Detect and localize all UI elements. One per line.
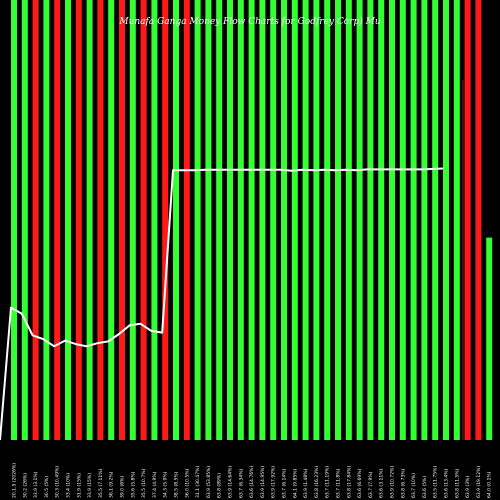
bar-40 — [443, 0, 449, 440]
x-tick-label-11: 35.6 (5.8%) — [130, 471, 136, 498]
bar-39 — [432, 0, 439, 440]
bar-26 — [291, 0, 298, 440]
x-tick-label-18: 63.9 (53.85%) — [206, 466, 212, 498]
bar-38 — [421, 0, 428, 440]
x-tick-label-21: 63.7 (6.34%) — [238, 468, 244, 498]
bar-14 — [162, 0, 169, 440]
bar-25 — [281, 0, 287, 440]
bar-33 — [367, 0, 374, 440]
x-tick-labels: 20.1.5 (2026%) 30.2 (26%) 33.9 (3.1%) 30.5 … — [12, 463, 493, 498]
x-tick-label-25: 63.7 (6.14%) — [282, 468, 288, 498]
x-tick-label-4: 30.3 (10.49%) — [55, 466, 61, 498]
x-tick-label-44: 64.0 (0.1%) — [487, 471, 493, 498]
bar-18 — [205, 0, 212, 440]
x-tick-label-20: 63.9 (14.64%) — [228, 466, 234, 498]
bars-layer — [11, 0, 493, 440]
bar-19 — [216, 0, 223, 440]
line-layer — [0, 167, 444, 441]
x-tick-label-14: 34.3 (5.9%) — [163, 471, 169, 498]
x-tick-label-43: 63.9 (19.12%) — [476, 466, 482, 498]
bar-29 — [324, 0, 331, 440]
x-tick-label-13: 37.4 (4.9%) — [152, 471, 158, 498]
x-tick-label-19: 63.8 (89%) — [217, 473, 223, 498]
x-tick-label-40: 63.6 (13.4%) — [444, 468, 450, 498]
bar-15 — [173, 0, 179, 440]
x-tick-label-31: 63.8 (17.84%) — [346, 466, 352, 498]
bar-31 — [345, 0, 352, 440]
bar-16 — [183, 0, 190, 440]
x-tick-label-0: 20.1.5 (2026%) — [12, 463, 18, 498]
x-tick-label-2: 33.9 (3.1%) — [33, 471, 39, 498]
x-tick-label-23: 63.9 (14.95%) — [260, 466, 266, 498]
bar-32 — [356, 0, 363, 440]
bar-28 — [313, 0, 320, 440]
bar-12 — [140, 0, 147, 440]
x-tick-label-28: 63.8 (16.23%) — [314, 466, 320, 498]
bar-6 — [75, 0, 82, 440]
bar-21 — [237, 0, 244, 440]
bar-8 — [97, 0, 104, 440]
x-tick-label-16: 36.0 (10.5%) — [184, 468, 190, 498]
bar-13 — [151, 0, 158, 440]
x-tick-label-1: 30.2 (26%) — [22, 473, 28, 498]
x-tick-label-10: 39.0 (6%) — [120, 476, 126, 498]
x-tick-label-5: 33.4 (10%) — [66, 473, 72, 498]
bar-7 — [86, 0, 93, 440]
bar-36 — [399, 0, 406, 440]
x-tick-label-35: 63.9 (10.72%) — [390, 466, 396, 498]
money-flow-line — [0, 167, 444, 441]
bar-43 — [475, 0, 482, 440]
x-tick-label-30: 63.7 (11.8%) — [336, 468, 342, 498]
bar-24 — [270, 0, 277, 440]
x-tick-label-7: 33.9 (15%) — [87, 473, 93, 498]
bar-22 — [248, 0, 255, 440]
x-tick-label-15: 38.5 (8.5%) — [174, 471, 180, 498]
bar-0 — [11, 0, 17, 440]
x-tick-label-36: 63.8 (6.73%) — [400, 468, 406, 498]
bar-34 — [378, 0, 385, 440]
bar-11 — [129, 0, 136, 440]
x-tick-label-42: 63.9 (3%) — [465, 476, 471, 498]
bar-4 — [54, 0, 61, 440]
x-tick-label-32: 63.6 (6.69%) — [357, 468, 363, 498]
bar-2 — [32, 0, 39, 440]
x-tick-label-8: 35.5 (7.11%) — [98, 468, 104, 498]
bar-30 — [335, 0, 341, 440]
x-tick-label-29: 63.7 (11.19%) — [325, 466, 331, 498]
x-tick-label-41: 63.8 (11.5%) — [454, 468, 460, 498]
bar-41 — [453, 0, 460, 440]
bar-20 — [227, 0, 233, 440]
x-tick-label-24: 63.9 (17.92%) — [271, 466, 277, 498]
x-tick-label-34: 63.6 (3.11%) — [379, 468, 385, 498]
bar-27 — [302, 0, 309, 440]
x-tick-label-38: 63.6 (5%) — [422, 476, 428, 498]
x-tick-label-27: 63.9 (1.48%) — [303, 468, 309, 498]
x-tick-label-3: 30.5 (5%) — [44, 476, 50, 498]
bar-44 — [486, 237, 493, 440]
x-tick-label-33: 63.7 (7.9%) — [368, 471, 374, 498]
x-tick-label-9: 36.1 (9.2%) — [109, 471, 115, 498]
bar-37 — [410, 0, 417, 440]
x-tick-label-22: 63.6 (14.76%) — [249, 466, 255, 498]
bar-5 — [65, 0, 71, 440]
x-tick-label-12: 35.5 (10.7%) — [141, 468, 147, 498]
bar-35 — [389, 0, 395, 440]
x-tick-label-39: 63.5 (11.75%) — [433, 466, 439, 498]
chart-title: Munafa Ganga Money Flow Charts for Godfr… — [118, 16, 380, 27]
bar-42 — [464, 0, 471, 440]
bar-23 — [259, 0, 266, 440]
bar-9 — [108, 0, 115, 440]
bar-10 — [119, 0, 125, 440]
x-tick-label-26: 64.1 (9.85%) — [292, 468, 298, 498]
bar-17 — [194, 0, 201, 440]
x-tick-label-6: 31.9 (15%) — [76, 473, 82, 498]
bar-1 — [21, 0, 28, 440]
x-tick-label-17: 31.1 (30.47%) — [195, 466, 201, 498]
bar-3 — [43, 0, 50, 440]
x-tick-label-37: 63.7 (10%) — [411, 473, 417, 498]
